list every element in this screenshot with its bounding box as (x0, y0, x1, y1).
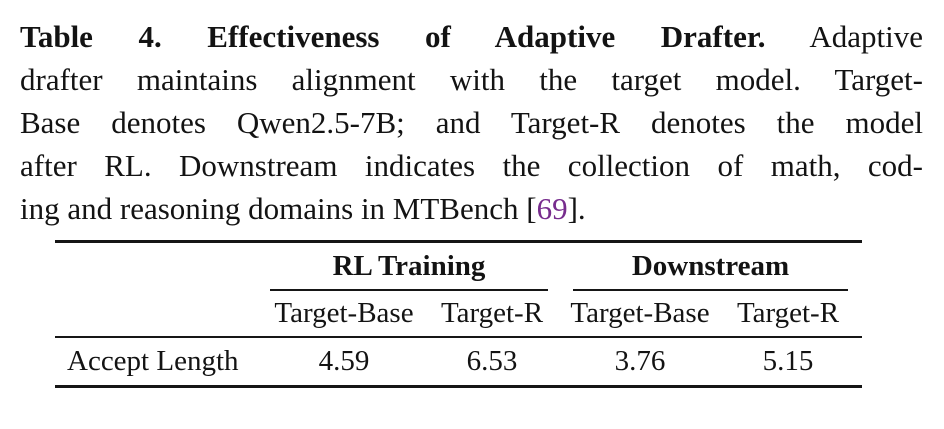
caption-line-1: Table 4. Effectiveness of Adaptive Draft… (20, 15, 923, 58)
column-header-target-base-rl: Target-Base (274, 297, 414, 329)
caption-line-3: Base denotes Qwen2.5-7B; and Target-R de… (20, 105, 923, 140)
column-header-target-r-downstream: Target-R (736, 297, 840, 329)
row-label-accept-length: Accept Length (67, 345, 239, 377)
results-table: RL Training Downstream Target-Base Targe… (55, 240, 862, 388)
column-header-target-r-rl: Target-R (440, 297, 544, 329)
value-rl-target-r: 6.53 (466, 345, 518, 377)
table-group-header-row: RL Training Downstream (55, 243, 862, 291)
caption-line-4: after RL. Downstream indicates the colle… (20, 148, 923, 183)
caption-text: ]. (567, 191, 586, 226)
column-header-target-base-downstream: Target-Base (570, 297, 710, 329)
table-column-header-row: Target-Base Target-R Target-Base Target-… (55, 291, 862, 338)
caption-text: Adaptive (809, 19, 923, 54)
citation-link[interactable]: 69 (536, 191, 568, 226)
value-rl-target-base: 4.59 (318, 345, 370, 377)
table-row: Accept Length 4.59 6.53 3.76 5.15 (55, 338, 862, 385)
caption-line-5: ing and reasoning domains in MTBench [69… (20, 187, 923, 230)
caption-line-2: drafter maintains alignment with the tar… (20, 62, 923, 97)
table-corner-spacer (55, 291, 270, 336)
value-downstream-target-base: 3.76 (614, 345, 666, 377)
table-caption: Table 4. Effectiveness of Adaptive Draft… (20, 15, 923, 230)
caption-title: Table 4. Effectiveness of Adaptive Draft… (20, 19, 766, 54)
value-downstream-target-r: 5.15 (762, 345, 814, 377)
group-header-downstream: Downstream (573, 243, 848, 291)
group-header-rl-training: RL Training (270, 243, 548, 291)
caption-text: ing and reasoning domains in MTBench [ (20, 191, 537, 226)
table-corner-spacer (55, 243, 270, 291)
